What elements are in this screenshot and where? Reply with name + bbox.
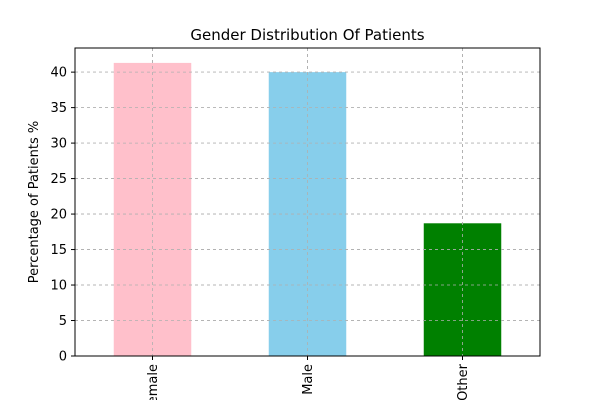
y-axis-label: Percentage of Patients % [27,121,42,283]
x-tick-label: Other [456,363,471,400]
y-tick-label: 20 [50,208,67,223]
chart-title: Gender Distribution Of Patients [190,26,424,44]
y-tick-label: 40 [50,66,67,81]
axis-ticks: 0 5 10 15 20 25 30 35 40 Female Male Other [50,66,471,400]
y-tick-label: 5 [59,314,67,329]
bars [75,48,540,357]
y-tick-label: 15 [50,243,67,258]
plot-frame [74,47,541,357]
y-tick-label: 35 [50,101,67,116]
y-tick-label: 25 [50,172,67,187]
y-tick-label: 30 [50,137,67,152]
x-tick-label: Female [146,364,161,400]
x-tick-label: Male [301,364,316,395]
y-tick-label: 10 [50,279,67,294]
y-tick-label: 0 [59,350,67,365]
